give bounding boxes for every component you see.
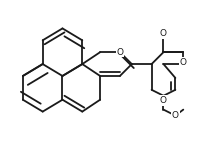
Text: O: O [180,58,187,67]
Text: O: O [160,29,167,38]
Text: O: O [160,96,167,105]
Text: O: O [116,48,123,57]
Text: O: O [172,111,179,120]
